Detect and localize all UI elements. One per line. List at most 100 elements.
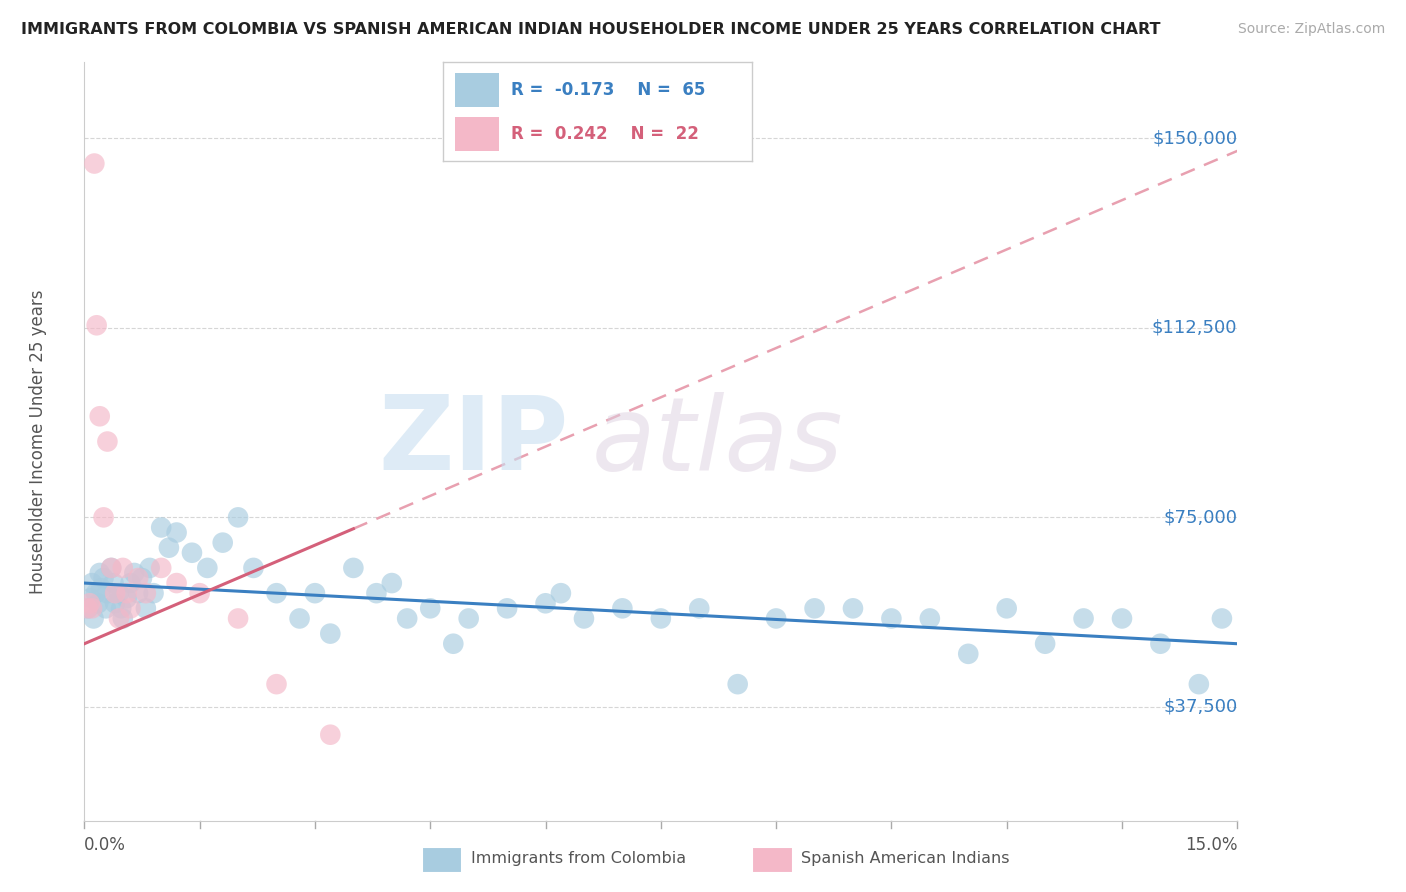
Point (103, 576, 125, 591)
Point (319, 626, 342, 640)
Point (880, 611, 903, 625)
Point (166, 525, 188, 540)
Point (104, 586, 127, 600)
Text: IMMIGRANTS FROM COLOMBIA VS SPANISH AMERICAN INDIAN HOUSEHOLDER INCOME UNDER 25 : IMMIGRANTS FROM COLOMBIA VS SPANISH AMER… (21, 22, 1160, 37)
Point (550, 586, 572, 600)
Point (79, 591, 101, 606)
Point (120, 576, 142, 591)
Point (496, 601, 519, 615)
Point (266, 677, 288, 691)
Point (150, 520, 173, 534)
Point (96, 586, 118, 600)
Point (419, 601, 441, 615)
Point (688, 601, 710, 615)
Point (1211, 611, 1233, 625)
Point (342, 561, 364, 575)
Point (1073, 611, 1095, 625)
Point (803, 601, 825, 615)
Point (127, 586, 149, 600)
Point (842, 601, 865, 615)
Text: $37,500: $37,500 (1163, 698, 1237, 716)
Point (1188, 677, 1211, 691)
Point (366, 586, 388, 600)
Point (534, 596, 557, 610)
Point (457, 611, 479, 625)
Point (100, 561, 122, 575)
Point (396, 611, 419, 625)
Point (304, 586, 326, 600)
Point (572, 611, 595, 625)
Text: $75,000: $75,000 (1163, 508, 1237, 526)
Point (727, 677, 749, 691)
Point (90, 581, 112, 595)
Point (93, 510, 115, 524)
Point (94, 601, 117, 615)
Point (115, 586, 138, 600)
Point (157, 541, 180, 555)
Point (918, 611, 941, 625)
Point (135, 586, 157, 600)
Point (765, 611, 787, 625)
Point (138, 561, 160, 575)
Point (1111, 611, 1133, 625)
Point (135, 601, 157, 615)
Point (195, 561, 218, 575)
Point (266, 586, 288, 600)
Point (441, 637, 464, 651)
Point (93, 571, 115, 585)
Point (108, 586, 131, 600)
Point (110, 601, 132, 615)
Point (89, 409, 111, 424)
Point (127, 571, 149, 585)
Point (124, 566, 146, 580)
Text: R =  -0.173    N =  65: R = -0.173 N = 65 (510, 81, 706, 99)
Text: ZIP: ZIP (378, 391, 568, 492)
Text: 0.0%: 0.0% (84, 836, 127, 854)
Point (1033, 637, 1056, 651)
Point (79, 596, 101, 610)
Point (166, 576, 188, 591)
Point (100, 561, 122, 575)
Point (108, 611, 131, 625)
Point (115, 591, 138, 606)
Point (83, 611, 105, 625)
Point (83, 156, 105, 170)
Point (612, 601, 634, 615)
Text: atlas: atlas (592, 392, 844, 491)
Point (111, 561, 134, 575)
Point (120, 601, 142, 615)
Point (242, 561, 264, 575)
Point (150, 561, 173, 575)
Point (96, 434, 118, 449)
Point (957, 647, 980, 661)
Text: Source: ZipAtlas.com: Source: ZipAtlas.com (1237, 22, 1385, 37)
Point (995, 601, 1018, 615)
Point (142, 586, 165, 600)
Point (319, 728, 342, 742)
Point (111, 611, 134, 625)
Text: Householder Income Under 25 years: Householder Income Under 25 years (30, 289, 48, 594)
Point (211, 535, 233, 549)
Point (80, 601, 103, 615)
Point (104, 596, 127, 610)
Text: Spanish American Indians: Spanish American Indians (801, 852, 1010, 866)
Bar (456, 73, 499, 107)
Point (226, 510, 249, 524)
Point (381, 576, 404, 591)
Point (80, 576, 103, 591)
Point (288, 611, 311, 625)
Point (1149, 637, 1171, 651)
Text: R =  0.242    N =  22: R = 0.242 N = 22 (510, 125, 699, 143)
Text: $150,000: $150,000 (1152, 129, 1237, 147)
Text: $112,500: $112,500 (1152, 318, 1237, 337)
Point (188, 586, 211, 600)
Point (84, 586, 107, 600)
Point (77, 601, 100, 615)
Text: 15.0%: 15.0% (1185, 836, 1237, 854)
Text: Immigrants from Colombia: Immigrants from Colombia (471, 852, 686, 866)
Point (76, 601, 98, 615)
Point (131, 571, 153, 585)
Point (181, 546, 204, 560)
Point (86, 318, 108, 333)
Point (87, 596, 110, 610)
